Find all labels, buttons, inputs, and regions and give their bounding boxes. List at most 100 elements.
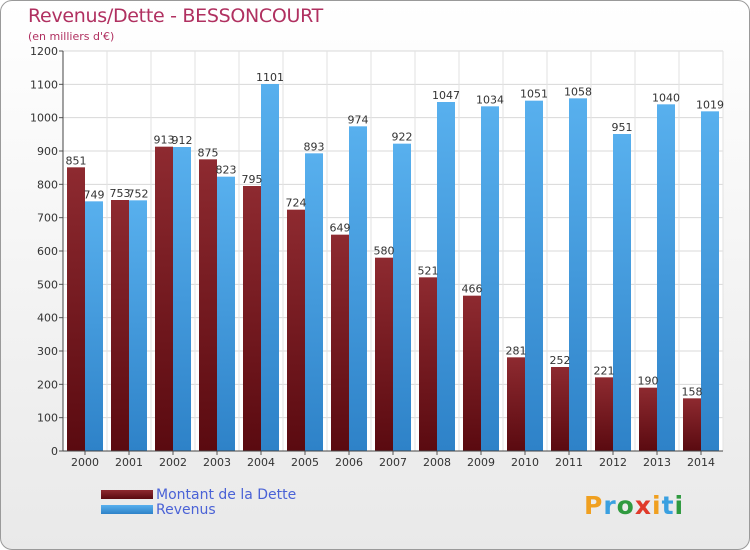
revenue-bar — [217, 176, 235, 451]
revenue-bar — [129, 200, 147, 451]
y-tick-label: 900 — [37, 145, 58, 158]
revenue-bar — [437, 102, 455, 451]
debt-value-label: 190 — [638, 375, 659, 388]
debt-value-label: 795 — [242, 173, 263, 186]
y-tick-label: 1000 — [30, 112, 58, 125]
debt-value-label: 875 — [198, 146, 219, 159]
x-tick-label: 2002 — [159, 456, 187, 469]
debt-bar — [243, 186, 261, 451]
x-tick-label: 2006 — [335, 456, 363, 469]
y-tick-label: 500 — [37, 278, 58, 291]
revenue-bar — [261, 84, 279, 451]
debt-value-label: 753 — [110, 187, 131, 200]
revenue-bar — [481, 106, 499, 451]
x-tick-label: 2012 — [599, 456, 627, 469]
x-tick-label: 2000 — [71, 456, 99, 469]
revenue-value-label: 922 — [392, 131, 413, 144]
revenue-bar — [393, 143, 411, 451]
revenue-value-label: 823 — [216, 164, 237, 177]
y-tick-label: 600 — [37, 245, 58, 258]
logo-letter: i — [652, 491, 662, 520]
debt-bar — [419, 277, 437, 451]
y-tick-label: 800 — [37, 178, 58, 191]
proxiti-logo: Proxiti — [584, 491, 684, 520]
revenue-bar — [701, 111, 719, 451]
y-tick-label: 200 — [37, 378, 58, 391]
x-tick-label: 2007 — [379, 456, 407, 469]
x-tick-label: 2013 — [643, 456, 671, 469]
revenue-bar — [657, 104, 675, 451]
debt-bar — [375, 257, 393, 451]
debt-value-label: 221 — [594, 364, 615, 377]
x-tick-label: 2009 — [467, 456, 495, 469]
revenue-bar — [305, 153, 323, 452]
debt-value-label: 580 — [374, 245, 395, 258]
debt-value-label: 851 — [66, 154, 87, 167]
debt-bar — [683, 398, 701, 451]
logo-letter: P — [584, 491, 604, 520]
debt-value-label: 521 — [418, 264, 439, 277]
debt-value-label: 649 — [330, 222, 351, 235]
revenue-value-label: 1034 — [476, 93, 504, 106]
debt-bar — [199, 159, 217, 452]
revenue-value-label: 1040 — [652, 91, 680, 104]
x-tick-label: 2005 — [291, 456, 319, 469]
debt-bar — [639, 387, 657, 451]
revenue-value-label: 912 — [172, 134, 193, 147]
revenue-value-label: 1101 — [256, 71, 284, 84]
x-tick-label: 2014 — [687, 456, 715, 469]
revenue-value-label: 1047 — [432, 89, 460, 102]
y-tick-label: 1200 — [30, 45, 58, 58]
debt-value-label: 252 — [550, 354, 571, 367]
x-tick-label: 2010 — [511, 456, 539, 469]
y-tick-label: 400 — [37, 312, 58, 325]
x-tick-label: 2011 — [555, 456, 583, 469]
y-tick-label: 300 — [37, 345, 58, 358]
revenue-value-label: 1019 — [696, 98, 724, 111]
x-tick-label: 2004 — [247, 456, 275, 469]
legend-swatch-debt — [101, 490, 153, 499]
revenue-bar — [569, 98, 587, 451]
y-tick-label: 100 — [37, 412, 58, 425]
revenue-value-label: 749 — [84, 188, 105, 201]
revenue-value-label: 1051 — [520, 88, 548, 101]
debt-value-label: 158 — [682, 385, 703, 398]
revenue-bar — [349, 126, 367, 451]
revenue-bar — [613, 134, 631, 451]
legend-label-debt: Montant de la Dette — [156, 487, 297, 503]
debt-value-label: 913 — [154, 134, 175, 147]
logo-letter: r — [603, 491, 617, 520]
revenue-value-label: 974 — [348, 113, 369, 126]
logo-letter: i — [674, 491, 685, 520]
debt-value-label: 466 — [462, 283, 483, 296]
y-tick-label: 0 — [51, 445, 58, 458]
x-tick-label: 2008 — [423, 456, 451, 469]
revenue-value-label: 893 — [304, 140, 325, 153]
debt-bar — [595, 377, 613, 451]
revenue-bar — [85, 201, 103, 451]
debt-bar — [551, 367, 569, 451]
revenue-bar — [525, 100, 543, 452]
y-tick-label: 700 — [37, 212, 58, 225]
debt-bar — [507, 357, 525, 451]
debt-bar — [287, 209, 305, 451]
legend-swatch-revenue — [101, 505, 153, 514]
debt-bar — [331, 234, 349, 451]
revenue-value-label: 951 — [612, 121, 633, 134]
debt-bar — [463, 295, 481, 451]
debt-value-label: 281 — [506, 344, 527, 357]
logo-letter: x — [634, 491, 652, 520]
logo-letter: o — [616, 491, 635, 520]
debt-bar — [67, 167, 85, 452]
revenue-bar — [173, 147, 191, 451]
logo-letter: t — [661, 491, 675, 520]
debt-bar — [155, 146, 173, 451]
chart-subtitle: (en milliers d'€) — [28, 30, 115, 43]
chart-title: Revenus/Dette - BESSONCOURT — [28, 5, 323, 27]
axis-layer: 0 100 200 300 400 500 600 700 800 900 1000 1100 1200… — [30, 45, 723, 469]
legend-label-revenue: Revenus — [156, 502, 216, 518]
debt-bar — [111, 200, 129, 451]
